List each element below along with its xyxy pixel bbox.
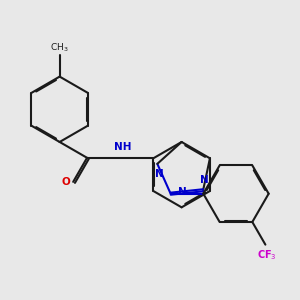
Text: O: O [61, 177, 70, 188]
Text: N: N [154, 169, 163, 179]
Text: N: N [178, 187, 187, 197]
Text: NH: NH [113, 142, 131, 152]
Text: N: N [200, 176, 209, 185]
Text: CF$_3$: CF$_3$ [257, 249, 277, 262]
Text: CH$_3$: CH$_3$ [50, 41, 69, 54]
